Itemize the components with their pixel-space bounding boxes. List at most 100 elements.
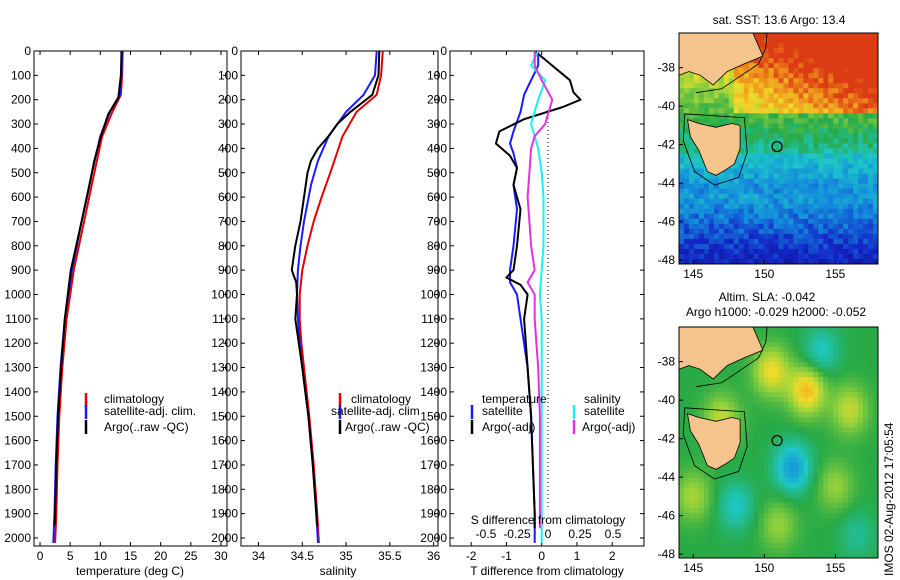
field-cell [743,153,750,160]
field-cell [758,537,765,544]
field-cell [828,38,834,44]
field-cell [818,38,824,44]
x-tick-label: 35 [339,549,353,563]
field-cell [803,407,809,413]
field-cell [803,492,809,499]
field-cell [708,258,715,264]
field-cell [693,537,700,544]
field-cell [843,382,849,388]
field-cell [863,332,869,338]
field-cell [758,148,765,155]
field-cell [808,507,814,514]
field-cell [823,158,829,165]
field-cell [783,537,790,544]
field-cell [788,472,795,479]
field-cell [788,527,795,534]
legend-label-argo: Argo(..raw -QC) [104,420,189,434]
field-cell [818,213,824,220]
field-cell [813,183,819,190]
field-cell [858,193,864,200]
field-cell [778,63,785,69]
field-cell [778,148,785,155]
field-cell [803,437,809,444]
field-cell [798,98,804,104]
field-cell [758,407,765,413]
field-cell [873,497,878,504]
field-cell [843,532,849,539]
field-cell [813,233,819,240]
field-cell [713,88,720,94]
field-cell [703,537,710,544]
field-cell [803,347,809,353]
field-cell [828,512,834,519]
field-cell [763,68,770,74]
field-cell [723,93,730,99]
field-cell [838,367,844,373]
field-cell [838,362,844,368]
field-cell [763,98,770,104]
field-cell [753,188,760,195]
field-cell [823,477,829,484]
field-cell [788,43,795,49]
field-cell [818,168,824,175]
field-cell [858,537,864,544]
field-cell [793,163,799,170]
field-cell [753,437,760,444]
field-cell [793,422,799,429]
field-cell [763,512,770,519]
field-cell [783,457,790,464]
field-cell [743,527,750,534]
field-cell [873,238,878,245]
field-cell [853,133,859,140]
field-cell [693,467,700,474]
field-cell [838,452,844,459]
field-cell [753,487,760,494]
field-cell [763,178,770,185]
temperature-axis-ticks: 0 5 10 15 20 25 30 [37,51,228,563]
field-cell [728,387,735,393]
field-cell [838,492,844,499]
field-cell [793,63,799,69]
field-cell [688,507,695,514]
field-cell [783,522,790,529]
field-cell [858,118,864,124]
field-cell [783,432,790,439]
field-cell [828,507,834,514]
field-cell [823,457,829,464]
field-cell [828,183,834,190]
field-cell [728,258,735,264]
field-cell [798,502,804,509]
field-cell [698,103,705,109]
field-cell [679,432,685,439]
field-cell [823,68,829,74]
field-cell [843,163,849,170]
field-cell [873,93,878,99]
field-cell [693,502,700,509]
field-cell [683,482,690,489]
field-cell [693,377,700,383]
field-cell [858,367,864,373]
field-cell [688,78,695,84]
field-cell [863,452,869,459]
field-cell [863,377,869,383]
field-cell [803,552,809,558]
field-cell [778,128,785,135]
field-cell [728,477,735,484]
s-tick-label: -0.25 [503,527,531,541]
field-cell [738,108,745,114]
field-cell [843,113,849,119]
field-cell [813,537,819,544]
field-cell [808,402,814,408]
field-cell [828,113,834,119]
field-cell [773,253,780,260]
field-cell [868,238,874,245]
field-cell [838,397,844,403]
field-cell [733,532,740,539]
field-cell [748,78,755,84]
field-cell [833,258,839,264]
field-cell [773,153,780,160]
field-cell [763,128,770,135]
field-cell [823,128,829,135]
field-cell [773,372,780,378]
field-cell [823,63,829,69]
